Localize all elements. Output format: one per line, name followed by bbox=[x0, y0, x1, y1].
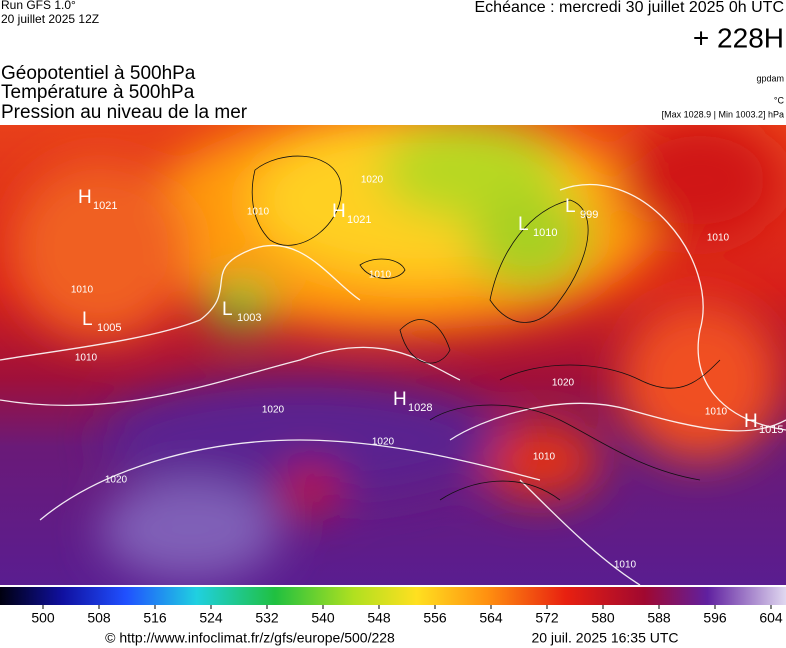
center-value: 1021 bbox=[347, 214, 371, 226]
isobar-label: 1010 bbox=[707, 233, 730, 244]
center-kind: H bbox=[393, 389, 407, 410]
run-date: 20 juillet 2025 12Z bbox=[1, 12, 99, 26]
colorbar-label: 572 bbox=[535, 610, 559, 626]
isobar-label: 1010 bbox=[247, 207, 270, 218]
pressure-center: H 1015 bbox=[744, 411, 783, 436]
center-value: 999 bbox=[580, 209, 598, 221]
center-kind: L bbox=[82, 309, 93, 330]
colorbar-label: 548 bbox=[367, 610, 391, 626]
lead-time: + 228H bbox=[693, 22, 784, 53]
legend-line: Pression au niveau de la mer bbox=[1, 102, 248, 123]
valid-time: Echéance : mercredi 30 juillet 2025 0h U… bbox=[475, 0, 785, 16]
center-kind: H bbox=[78, 187, 92, 208]
pressure-center: L 1005 bbox=[82, 309, 121, 334]
colorbar-label: 580 bbox=[591, 610, 615, 626]
center-value: 1028 bbox=[408, 402, 432, 414]
center-kind: H bbox=[744, 411, 758, 432]
colorbar-label: 604 bbox=[759, 610, 783, 626]
colorbar-label: 532 bbox=[255, 610, 279, 626]
legend-line: Géopotentiel à 500hPa bbox=[1, 63, 196, 84]
pressure-center: L 999 bbox=[565, 196, 598, 221]
center-value: 1021 bbox=[93, 200, 117, 212]
center-kind: H bbox=[332, 201, 346, 222]
isobar-label: 1020 bbox=[361, 175, 384, 186]
isobar-label: 1010 bbox=[705, 407, 728, 418]
isobar-label: 1020 bbox=[372, 437, 395, 448]
colorbar-label: 516 bbox=[143, 610, 167, 626]
pressure-center: H 1021 bbox=[332, 201, 371, 226]
isobar-label: 1010 bbox=[614, 560, 637, 571]
legend-unit: [Max 1028.9 | Min 1003.2] hPa bbox=[662, 109, 784, 119]
isobar-label: 1020 bbox=[552, 378, 575, 389]
colorbar-label: 556 bbox=[423, 610, 447, 626]
isobar-label: 1020 bbox=[105, 475, 128, 486]
colorbar-label: 588 bbox=[647, 610, 671, 626]
run: Run GFS 1.0° bbox=[1, 0, 76, 12]
pressure-center: L 1003 bbox=[222, 299, 261, 324]
center-kind: L bbox=[565, 196, 576, 217]
colorbar bbox=[0, 587, 786, 605]
legend-unit: °C bbox=[774, 95, 785, 105]
center-kind: L bbox=[518, 214, 529, 235]
center-value: 1005 bbox=[97, 322, 121, 334]
source: © http://www.infoclimat.fr/z/gfs/europe/… bbox=[105, 630, 395, 646]
pressure-center: H 1028 bbox=[393, 389, 432, 414]
map bbox=[0, 125, 786, 585]
pressure-center: H 1021 bbox=[78, 187, 117, 212]
colorbar-label: 500 bbox=[31, 610, 55, 626]
colorbar-label: 508 bbox=[87, 610, 111, 626]
center-value: 1015 bbox=[759, 424, 783, 436]
colorbar-label: 524 bbox=[199, 610, 223, 626]
isobar-label: 1010 bbox=[369, 270, 392, 281]
colorbar-label: 596 bbox=[703, 610, 727, 626]
colorbar-label: 564 bbox=[479, 610, 503, 626]
colorbar-label: 540 bbox=[311, 610, 335, 626]
isobar-label: 1010 bbox=[533, 452, 556, 463]
pressure-center: L 1010 bbox=[518, 214, 557, 239]
center-value: 1003 bbox=[237, 312, 261, 324]
legend-line: Température à 500hPa bbox=[1, 82, 195, 103]
isobar-label: 1010 bbox=[75, 353, 98, 364]
isobar-label: 1010 bbox=[71, 285, 94, 296]
legend-unit: gpdam bbox=[756, 73, 784, 83]
center-value: 1010 bbox=[533, 227, 557, 239]
center-kind: L bbox=[222, 299, 233, 320]
generated: 20 juil. 2025 16:35 UTC bbox=[531, 630, 678, 646]
isobar-label: 1020 bbox=[262, 405, 285, 416]
